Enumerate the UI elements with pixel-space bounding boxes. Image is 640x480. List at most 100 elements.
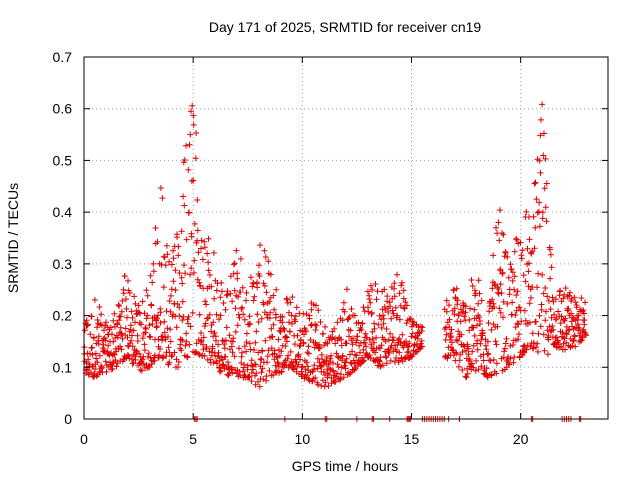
data-point <box>210 249 217 256</box>
data-point <box>312 374 319 381</box>
data-point <box>555 308 562 315</box>
data-point <box>129 343 136 350</box>
data-point <box>583 332 589 339</box>
data-point <box>299 363 306 370</box>
data-point <box>184 354 191 361</box>
data-point <box>514 320 521 327</box>
data-point <box>246 321 253 328</box>
data-point <box>443 331 450 338</box>
data-point <box>231 260 238 267</box>
data-point <box>198 337 205 344</box>
data-point <box>580 307 587 314</box>
data-point <box>484 338 491 345</box>
data-point <box>566 292 573 299</box>
data-point <box>262 254 269 260</box>
data-point <box>390 310 397 317</box>
data-point <box>254 284 261 291</box>
data-point <box>111 351 118 358</box>
data-point <box>292 313 299 320</box>
data-point <box>279 314 286 320</box>
data-point <box>195 249 202 256</box>
data-point <box>465 351 472 358</box>
data-point <box>396 316 403 323</box>
data-point <box>369 335 376 342</box>
data-point <box>144 312 151 319</box>
y-tick-label: 0.4 <box>53 204 73 220</box>
data-point <box>471 332 478 339</box>
data-point <box>268 325 275 332</box>
data-point <box>93 355 100 362</box>
data-point <box>462 309 469 316</box>
data-point <box>122 325 129 332</box>
data-point <box>533 318 539 325</box>
data-point <box>289 320 295 327</box>
data-point <box>210 319 217 326</box>
data-point <box>526 236 533 243</box>
data-point <box>340 299 347 306</box>
data-point <box>569 342 576 349</box>
data-point <box>96 304 103 310</box>
data-point <box>220 300 227 306</box>
data-point <box>204 250 211 257</box>
data-point <box>213 337 219 344</box>
data-point <box>470 364 477 371</box>
data-point <box>98 311 105 318</box>
data-point <box>366 296 373 302</box>
data-point <box>134 338 141 344</box>
data-point <box>230 261 237 268</box>
data-point <box>519 247 526 254</box>
data-point <box>511 273 518 280</box>
data-point <box>547 306 554 313</box>
data-point <box>328 352 335 359</box>
data-point <box>354 333 361 340</box>
data-point <box>538 301 545 308</box>
data-point <box>357 349 363 356</box>
data-point <box>220 361 227 368</box>
data-point <box>155 336 162 343</box>
data-point <box>458 331 465 338</box>
data-point <box>175 359 182 365</box>
data-point <box>536 223 543 230</box>
data-point <box>418 337 425 344</box>
data-point <box>136 350 143 357</box>
data-point <box>553 334 560 341</box>
data-point <box>282 343 289 349</box>
data-point <box>561 291 568 298</box>
data-point <box>350 335 356 342</box>
data-point <box>276 352 283 359</box>
data-point <box>346 314 353 320</box>
data-point <box>502 340 509 347</box>
data-point <box>256 262 262 269</box>
data-point <box>568 310 575 317</box>
data-point <box>491 304 498 310</box>
data-point <box>154 238 161 245</box>
data-point <box>367 299 374 306</box>
data-point <box>275 360 282 367</box>
data-point <box>305 350 312 357</box>
data-point <box>211 295 218 302</box>
data-point <box>339 317 346 324</box>
data-point <box>361 357 368 364</box>
data-point <box>535 348 541 355</box>
data-point <box>549 294 556 301</box>
data-point <box>496 237 503 244</box>
data-point <box>173 324 180 331</box>
data-point <box>218 279 225 286</box>
data-point <box>558 343 564 350</box>
data-point <box>273 353 280 360</box>
data-point <box>201 352 208 359</box>
data-point <box>534 209 541 216</box>
data-point <box>355 319 362 326</box>
data-point <box>203 344 210 350</box>
data-point <box>338 336 345 343</box>
data-point <box>250 366 257 373</box>
data-point <box>147 272 154 279</box>
x-axis-label: GPS time / hours <box>292 458 399 474</box>
data-point <box>536 199 543 206</box>
data-point <box>87 369 94 376</box>
y-tick-label: 0.6 <box>53 101 73 117</box>
data-point <box>250 297 257 304</box>
data-point <box>403 338 409 345</box>
data-point <box>544 293 551 300</box>
data-point <box>323 354 330 360</box>
